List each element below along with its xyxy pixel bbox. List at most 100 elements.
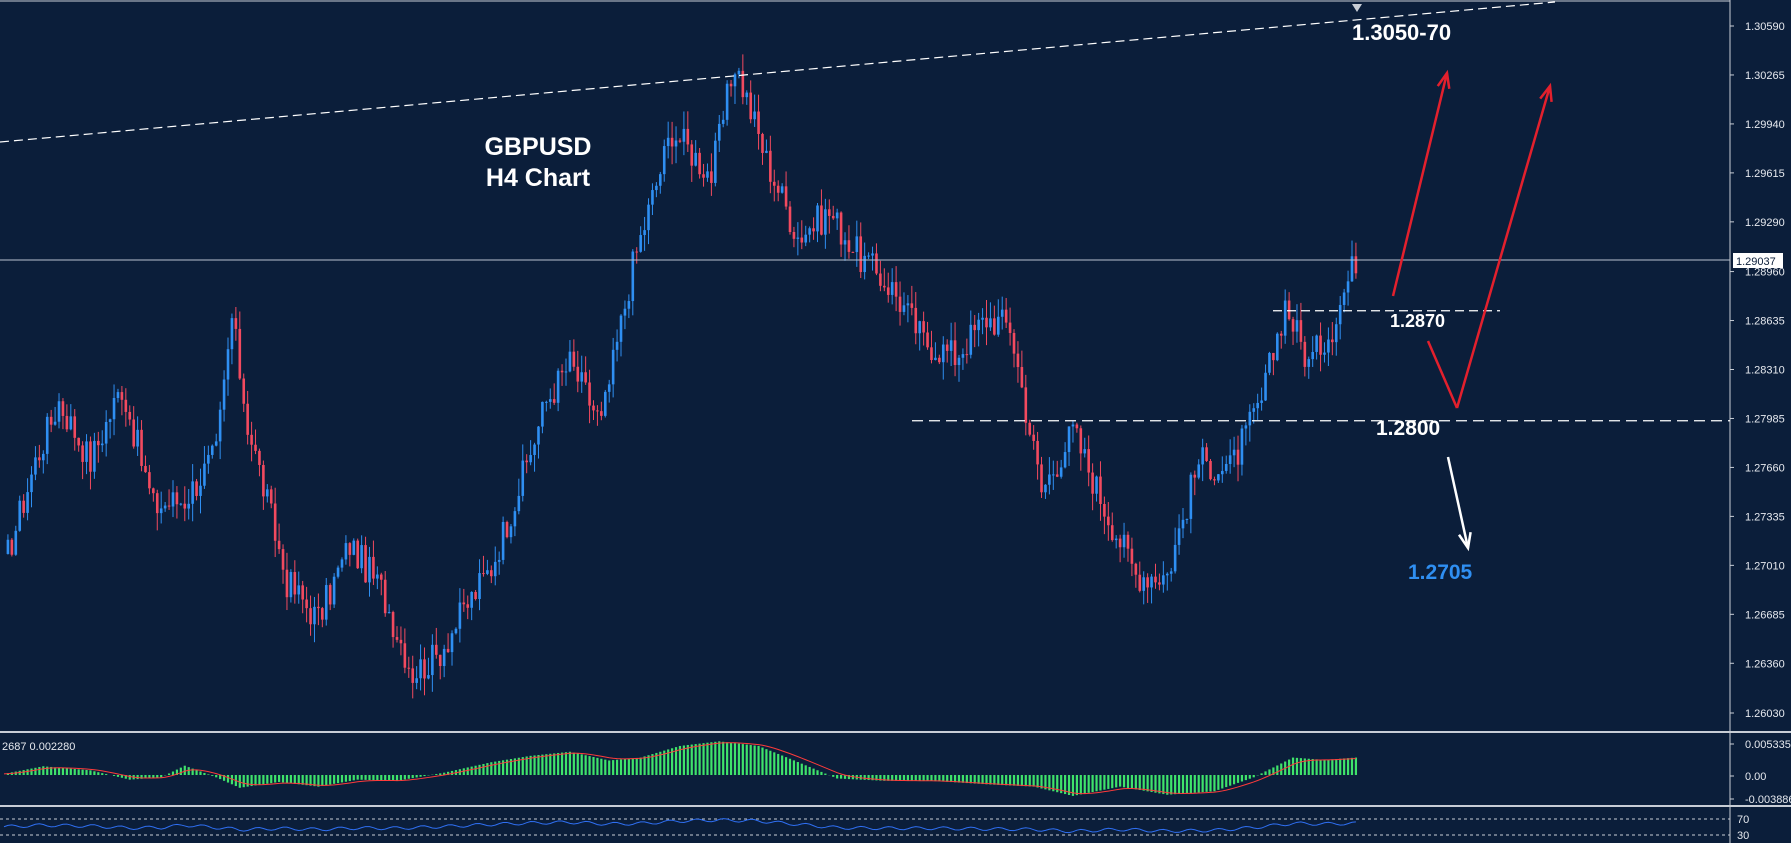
candle-body [1020, 367, 1024, 388]
candle-body [1213, 479, 1216, 481]
candle-body [69, 416, 73, 430]
candle-body [356, 540, 359, 569]
bullish-arrow-direct [1391, 72, 1449, 297]
candle-body [230, 318, 234, 350]
candle-body [1134, 563, 1138, 575]
candle-body [144, 465, 147, 473]
candle-body [1224, 463, 1228, 471]
macd-panel: 0.005335 0.00 -0.003886 [3, 739, 1791, 806]
candle-body [584, 372, 587, 383]
candle-body [710, 171, 713, 183]
candle-body [1236, 449, 1240, 465]
price-tick-label: 1.26030 [1745, 708, 1785, 720]
candle-body [407, 667, 411, 669]
candle-body [505, 521, 509, 538]
candle-body [1248, 411, 1252, 426]
candle-body [242, 378, 246, 404]
candle-body [552, 399, 556, 403]
candle-body [655, 185, 658, 191]
candle-body [61, 401, 65, 416]
candle-body [152, 488, 155, 494]
candle-body [989, 318, 992, 328]
candle-body [38, 457, 41, 461]
candle-body [128, 411, 132, 420]
candle-body [501, 521, 505, 560]
candle-body [1268, 352, 1271, 373]
candle-body [85, 441, 88, 462]
candle-body [521, 460, 525, 496]
candle-body [97, 440, 100, 446]
candle-body [533, 444, 536, 456]
candle-body [163, 505, 167, 509]
candle-body [6, 539, 10, 554]
candle-body [297, 585, 301, 595]
candle-body [941, 344, 945, 363]
candle-body [442, 648, 446, 667]
candle-body [493, 561, 497, 577]
price-tick-label: 1.30265 [1745, 70, 1785, 82]
candle-body [132, 419, 135, 447]
candle-body [737, 70, 741, 75]
candle-body [855, 236, 859, 253]
candle-body [1209, 460, 1212, 480]
candle-body [824, 209, 827, 235]
candle-body [965, 354, 969, 356]
candle-body [1012, 332, 1016, 354]
candle-body [81, 445, 84, 462]
candle-body [662, 146, 666, 175]
candle-body [313, 606, 316, 625]
candle-body [305, 599, 308, 609]
candle-body [596, 410, 599, 412]
candle-body [65, 415, 69, 430]
candle-body [431, 644, 434, 676]
candle-body [423, 659, 426, 679]
candle-body [820, 205, 823, 235]
candle-body [490, 570, 493, 577]
candle-body [757, 111, 760, 134]
pullback-arrow-segment [1426, 340, 1459, 409]
candle-body [18, 500, 22, 531]
candle-body [745, 92, 749, 98]
candles [6, 54, 1358, 699]
candle-body [159, 508, 163, 514]
candle-body [116, 392, 120, 398]
candle-body [792, 231, 796, 239]
candle-body [348, 543, 352, 555]
candle-body [112, 397, 116, 420]
candle-body [1295, 320, 1299, 332]
bullish-arrow-direct-head [1436, 69, 1451, 90]
candle-body [273, 503, 277, 541]
candle-body [1232, 449, 1236, 456]
candle-body [1331, 339, 1334, 343]
chart-title: GBPUSD [485, 133, 592, 161]
candle-body [973, 324, 977, 331]
candle-body [1205, 447, 1208, 461]
candle-body [403, 643, 407, 668]
candle-body [175, 492, 179, 505]
candle-body [1165, 573, 1169, 576]
candle-body [926, 332, 929, 348]
candle-body [635, 251, 639, 253]
candle-body [1052, 474, 1055, 476]
candle-body [368, 556, 371, 583]
rsi-line [3, 818, 1356, 834]
candle-body [427, 675, 430, 679]
price-tick-label: 1.26685 [1745, 609, 1785, 621]
candle-body [1173, 544, 1177, 572]
candle-body [246, 403, 249, 435]
candle-body [364, 545, 367, 583]
candle-body [22, 500, 25, 513]
candle-body [411, 668, 415, 683]
candle-body [104, 421, 108, 444]
candle-body [1162, 575, 1165, 585]
candle-body [1327, 339, 1330, 353]
candle-body [238, 328, 242, 379]
candle-body [1252, 408, 1256, 412]
candle-body [831, 215, 835, 219]
candle-body [883, 285, 886, 288]
candle-body [191, 481, 194, 504]
candle-body [203, 463, 206, 486]
candle-body [843, 240, 847, 245]
bearish-arrow [1446, 456, 1470, 549]
candle-body [450, 633, 454, 653]
